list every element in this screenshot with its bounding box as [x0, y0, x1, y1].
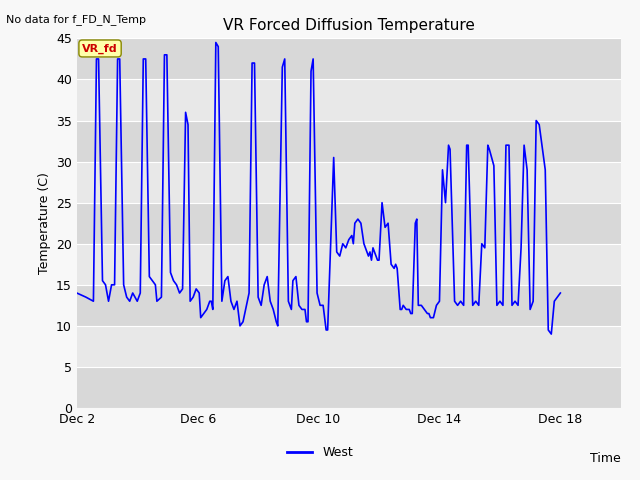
Bar: [77, 203, 621, 244]
Y-axis label: Temperature (C): Temperature (C): [38, 172, 51, 274]
Bar: [77, 38, 621, 80]
Bar: [77, 120, 621, 162]
Bar: [77, 285, 621, 326]
Bar: [77, 367, 621, 408]
Text: VR_fd: VR_fd: [82, 43, 118, 54]
Text: Time: Time: [590, 452, 621, 465]
Text: No data for f_FD_N_Temp: No data for f_FD_N_Temp: [6, 14, 147, 25]
Legend: West: West: [282, 441, 358, 464]
Title: VR Forced Diffusion Temperature: VR Forced Diffusion Temperature: [223, 18, 475, 33]
